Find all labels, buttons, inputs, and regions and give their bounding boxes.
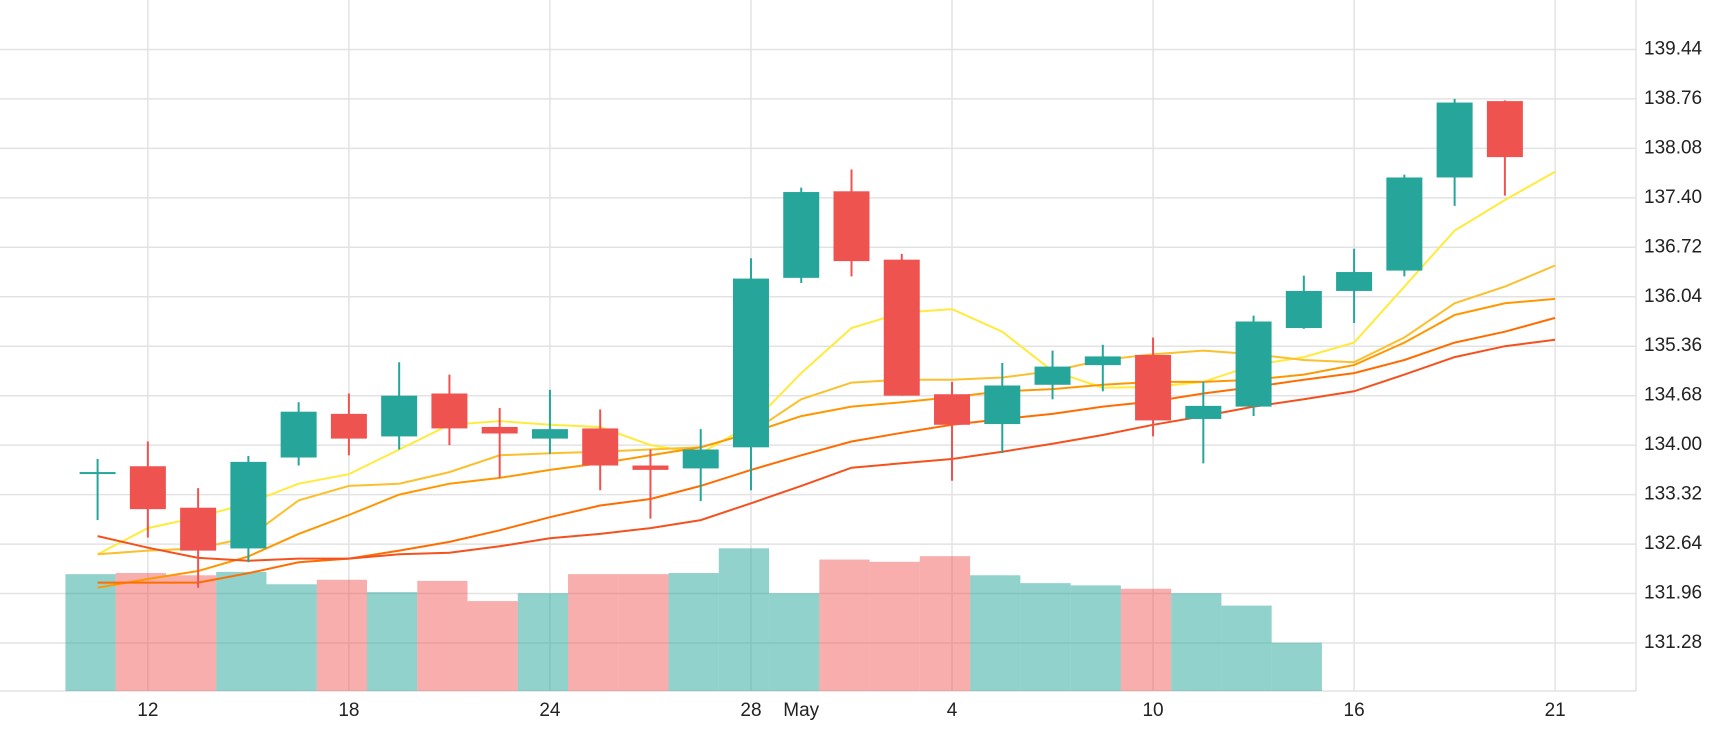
candle-layer [79,98,1523,588]
volume-layer [65,548,1322,691]
candle-body [531,429,568,439]
ma-line [97,264,1556,556]
x-tick-label: 21 [1545,700,1566,721]
volume-bar [568,574,619,691]
x-tick-label: 4 [947,700,958,721]
candle-body [1436,102,1473,178]
volume-bar [115,573,166,691]
volume-bar [1070,585,1121,691]
candle-body [1084,356,1121,366]
candle-body [1336,272,1373,291]
y-tick-label: 132.64 [1644,533,1703,554]
x-tick-label: 24 [539,700,561,721]
volume-bar [1120,588,1172,691]
candle-body [1185,405,1222,419]
candle-body [984,385,1021,425]
volume-bar [366,592,418,691]
volume-bar [919,556,971,691]
volume-bar [1020,583,1071,691]
y-tick-label: 135.36 [1644,335,1702,356]
y-tick-label: 131.28 [1644,632,1702,653]
x-tick-label: 16 [1344,700,1365,721]
volume-bar [970,575,1021,691]
volume-bar [1271,642,1322,691]
candle-body [1235,321,1272,407]
x-tick-label: 10 [1142,700,1163,721]
candle-body [883,259,920,396]
x-tick-label: 18 [338,700,359,721]
candle-body [330,413,367,439]
candle-body [1285,290,1322,329]
ma-line [97,338,1556,562]
y-tick-label: 137.40 [1644,187,1702,208]
volume-bar [668,573,719,691]
candle-body [481,426,518,434]
volume-bar [65,574,116,691]
volume-bar [1221,605,1272,691]
candle-body [1135,354,1172,421]
volume-bar [216,571,267,691]
candle-body [833,191,870,262]
volume-bar [618,574,669,691]
candle-body [280,411,317,458]
candle-body [230,461,267,549]
y-tick-label: 136.72 [1644,236,1702,257]
ma-line [97,297,1556,589]
candle-body [79,472,116,475]
candle-body [632,465,669,470]
candle-body [381,395,418,437]
y-tick-label: 133.32 [1644,484,1702,505]
y-tick-label: 136.04 [1644,286,1703,307]
axis-labels: 131.28 131.96 132.64 133.32 134.00 134.68 135.… [137,38,1702,721]
volume-bar [869,561,920,691]
volume-bar [718,548,770,691]
y-tick-label: 131.96 [1644,583,1702,604]
candle-body [431,393,468,429]
candle-body [783,192,820,278]
y-tick-label: 138.08 [1644,137,1702,158]
ma-layer [97,170,1556,589]
x-tick-label: May [783,700,819,721]
x-tick-label: 12 [137,700,158,721]
candle-body [129,466,166,510]
candle-body [934,394,971,425]
candle-body [1386,177,1423,271]
y-tick-label: 139.44 [1644,38,1703,59]
candle-body [582,428,619,466]
y-tick-label: 134.68 [1644,385,1702,406]
y-tick-label: 138.76 [1644,88,1702,109]
volume-bar [467,601,518,691]
candle-body [180,507,217,551]
volume-bar [517,593,569,691]
volume-bar [769,593,820,691]
volume-bar [1171,593,1222,691]
candle-body [732,278,769,448]
candle-body [1034,366,1071,385]
volume-bar [417,580,468,691]
y-tick-label: 134.00 [1644,434,1702,455]
candle-body [682,449,719,469]
volume-bar [819,559,870,691]
volume-bar [316,579,367,691]
candle-body [1486,101,1523,158]
volume-bar [266,584,317,691]
volume-bar [165,575,217,691]
grid [0,0,1637,692]
ma-line [97,170,1556,556]
x-tick-label: 28 [740,700,761,721]
